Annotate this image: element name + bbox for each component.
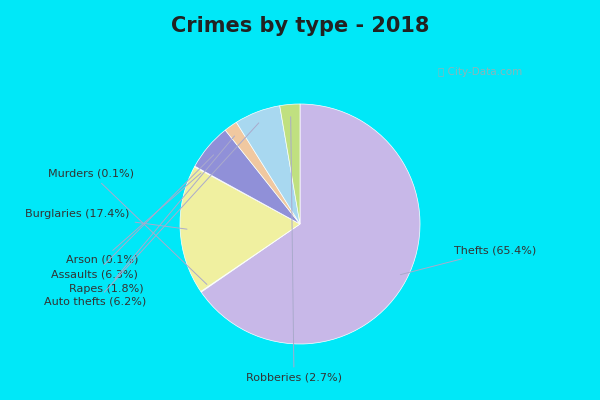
Text: Thefts (65.4%): Thefts (65.4%) [400, 245, 536, 275]
Wedge shape [194, 166, 300, 224]
Wedge shape [280, 104, 300, 224]
Text: Rapes (1.8%): Rapes (1.8%) [70, 136, 235, 294]
Wedge shape [195, 130, 300, 224]
Text: Murders (0.1%): Murders (0.1%) [49, 169, 207, 284]
Text: Arson (0.1%): Arson (0.1%) [65, 173, 201, 265]
Wedge shape [201, 224, 300, 292]
Wedge shape [201, 104, 420, 344]
Text: ⓘ City-Data.com: ⓘ City-Data.com [438, 67, 522, 77]
Wedge shape [225, 122, 300, 224]
Wedge shape [236, 106, 300, 224]
Wedge shape [180, 167, 300, 292]
Text: Burglaries (17.4%): Burglaries (17.4%) [25, 210, 187, 229]
Text: Robberies (2.7%): Robberies (2.7%) [246, 117, 342, 382]
Text: Crimes by type - 2018: Crimes by type - 2018 [171, 16, 429, 36]
Text: Auto thefts (6.2%): Auto thefts (6.2%) [44, 123, 259, 307]
Text: Assaults (6.3%): Assaults (6.3%) [51, 155, 214, 279]
